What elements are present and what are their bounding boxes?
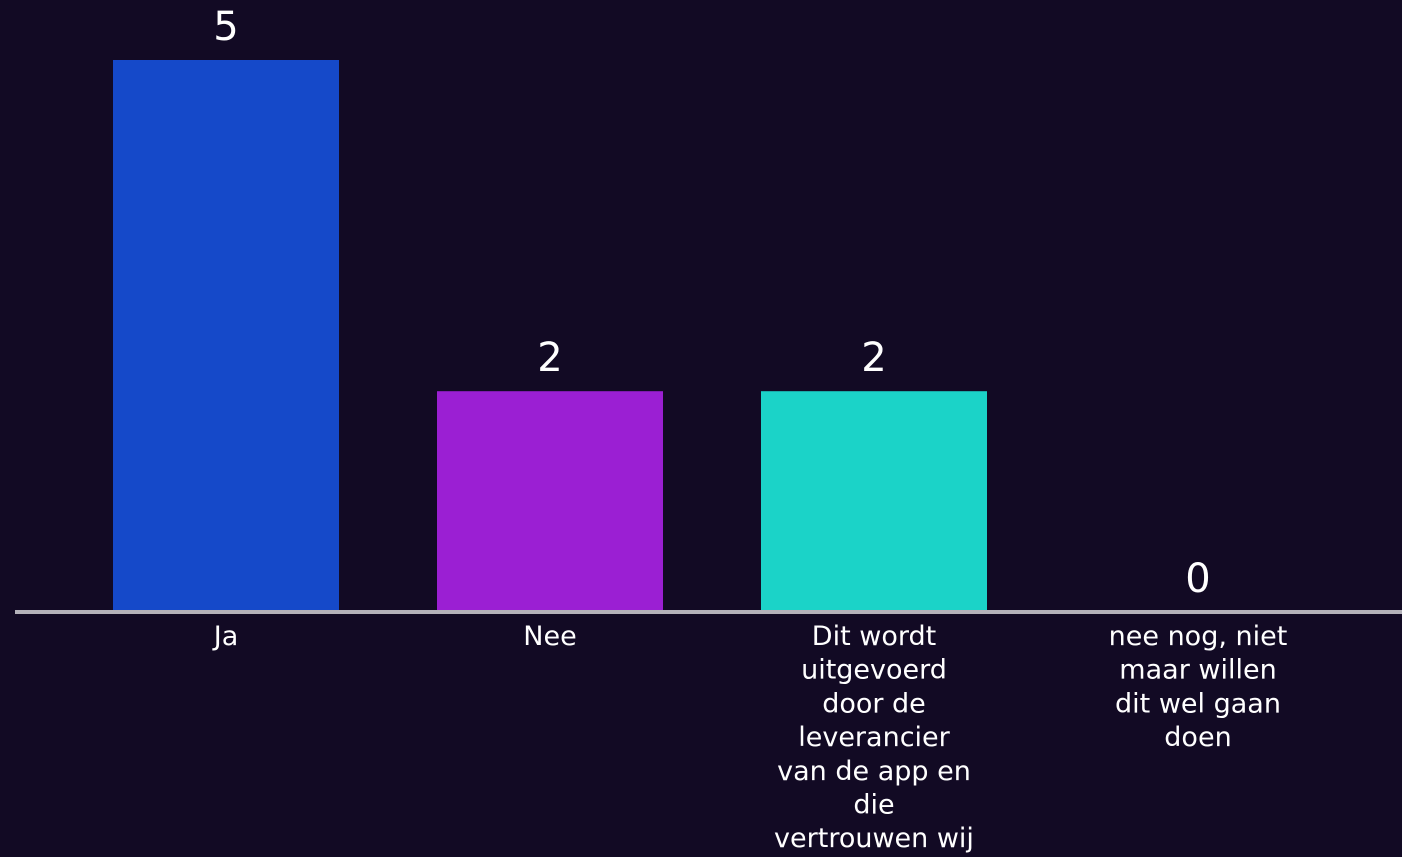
category-label-2: Dit wordt uitgevoerd door de leverancier van… — [774, 621, 974, 854]
value-label-3: 0 — [1185, 556, 1210, 602]
bar-0 — [113, 60, 339, 612]
category-label-1: Nee — [523, 621, 576, 652]
bar-1 — [437, 391, 663, 612]
bar-2 — [761, 391, 987, 612]
value-label-2: 2 — [861, 335, 886, 381]
value-label-0: 5 — [213, 4, 238, 50]
value-label-1: 2 — [537, 335, 562, 381]
category-label-3: nee nog, niet maar willen dit wel gaan doen — [1109, 621, 1288, 753]
category-label-0: Ja — [212, 621, 239, 652]
